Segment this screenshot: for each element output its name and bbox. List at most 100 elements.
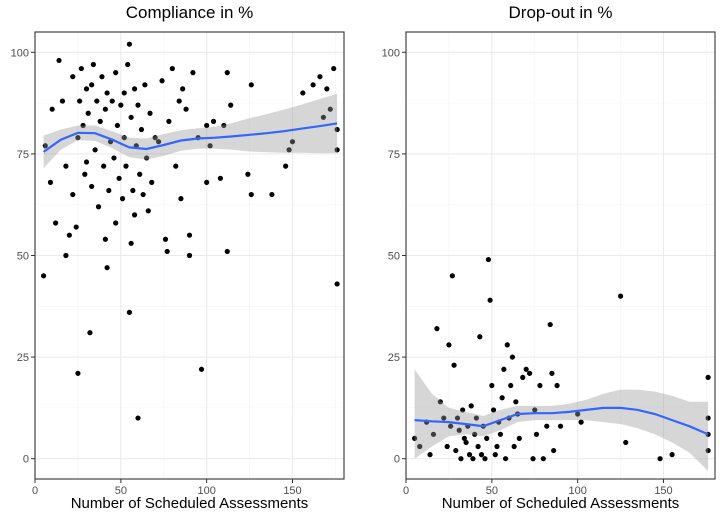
compliance-data-point — [49, 106, 55, 112]
compliance-data-point — [90, 61, 96, 68]
compliance-data-point — [186, 252, 193, 259]
compliance-data-point — [162, 236, 169, 242]
compliance-data-point — [63, 163, 69, 169]
dropout-data-point — [473, 415, 479, 421]
dropout-data-point — [497, 431, 504, 437]
compliance-data-point — [248, 82, 254, 88]
compliance-data-point — [334, 147, 340, 153]
dropout-data-point — [434, 326, 440, 332]
compliance-data-point — [164, 248, 170, 255]
dropout-data-point — [484, 435, 490, 441]
compliance-data-point — [119, 196, 126, 202]
dropout-data-point — [494, 443, 500, 450]
compliance-data-point — [147, 110, 153, 116]
dropout-data-point — [478, 452, 485, 458]
compliance-data-point — [73, 224, 79, 230]
compliance-data-point — [159, 78, 165, 84]
dropout-data-point — [527, 370, 533, 376]
compliance-y-tick-label: 50 — [17, 251, 29, 263]
dropout-data-point — [516, 435, 522, 441]
dropout-data-point — [537, 382, 543, 389]
compliance-data-point — [204, 179, 210, 185]
compliance-data-point — [126, 309, 133, 315]
compliance-data-point — [97, 118, 103, 124]
compliance-y-tick-label: 100 — [11, 47, 29, 59]
compliance-plot-area: 0 50 100 150 0 25 50 75 100 — [11, 31, 345, 497]
dropout-title: Drop-out in % — [509, 3, 613, 22]
compliance-data-point — [131, 212, 138, 218]
dropout-y-tick-label: 100 — [382, 47, 400, 59]
compliance-data-point — [183, 106, 189, 112]
compliance-data-point — [80, 122, 86, 129]
compliance-data-point — [204, 122, 210, 129]
dropout-x-tick-label: 50 — [486, 485, 498, 497]
dropout-data-point — [523, 366, 529, 372]
dropout-data-point — [551, 447, 557, 454]
compliance-y-tick-label: 75 — [17, 149, 29, 161]
dropout-data-point — [487, 297, 493, 303]
dropout-data-point — [454, 415, 461, 421]
compliance-data-point — [47, 179, 54, 185]
compliance-data-point — [116, 175, 122, 181]
compliance-data-point — [190, 70, 196, 76]
compliance-data-point — [99, 74, 105, 80]
compliance-data-point — [123, 163, 129, 169]
dropout-data-point — [557, 423, 564, 429]
compliance-data-point — [75, 135, 81, 141]
dropout-panel: 0 50 100 150 0 25 50 75 100 Drop-out in % Number… — [382, 3, 716, 512]
dropout-data-point — [509, 354, 516, 360]
dropout-smooth-line — [414, 406, 709, 436]
dropout-confidence-band — [414, 369, 709, 471]
dropout-data-point — [549, 370, 555, 376]
compliance-data-point — [173, 163, 179, 169]
dropout-data-point — [575, 411, 581, 417]
compliance-data-point — [176, 98, 182, 104]
dropout-data-point — [451, 362, 457, 368]
dropout-data-point — [532, 407, 538, 413]
compliance-data-point — [186, 232, 193, 238]
compliance-x-tick-label: 0 — [32, 485, 38, 497]
dropout-data-point — [520, 374, 526, 381]
dropout-data-point — [475, 443, 481, 450]
dropout-data-point — [705, 447, 711, 454]
compliance-data-point — [114, 122, 120, 129]
compliance-data-point — [56, 57, 62, 64]
compliance-data-point — [248, 191, 254, 198]
dropout-data-point — [448, 423, 454, 429]
dropout-data-point — [472, 431, 478, 437]
compliance-data-point — [77, 98, 83, 104]
compliance-data-point — [89, 82, 95, 88]
dropout-x-tick-label: 150 — [654, 485, 672, 497]
compliance-data-point — [142, 82, 148, 88]
dropout-data-point — [437, 399, 443, 405]
compliance-data-point — [66, 232, 72, 238]
compliance-data-point — [42, 143, 48, 149]
compliance-data-point — [217, 175, 223, 181]
dropout-data-point — [453, 447, 459, 454]
dropout-x-tick-label: 0 — [403, 485, 409, 497]
dropout-data-point — [501, 366, 507, 372]
dropout-data-point — [427, 452, 433, 458]
dropout-data-point — [456, 427, 462, 433]
compliance-x-axis-label: Number of Scheduled Assessments — [71, 495, 309, 512]
dropout-data-point — [540, 456, 546, 462]
compliance-data-point — [111, 155, 117, 161]
dropout-data-point — [477, 334, 483, 340]
dropout-data-point — [444, 443, 450, 450]
compliance-data-point — [334, 126, 340, 133]
compliance-data-point — [109, 98, 115, 104]
compliance-data-point — [78, 65, 84, 72]
dropout-data-point — [657, 456, 663, 462]
dropout-data-point — [578, 419, 584, 425]
dropout-data-point — [623, 439, 629, 446]
dropout-data-point — [468, 403, 474, 409]
compliance-data-point — [324, 86, 330, 92]
compliance-data-point — [283, 163, 289, 169]
dropout-data-point — [533, 431, 540, 437]
compliance-data-point — [101, 163, 107, 169]
compliance-data-point — [221, 122, 227, 129]
dropout-y-tick-label: 75 — [388, 149, 400, 161]
compliance-data-point — [125, 61, 131, 68]
compliance-data-point — [140, 191, 146, 198]
dropout-data-point — [508, 382, 514, 389]
